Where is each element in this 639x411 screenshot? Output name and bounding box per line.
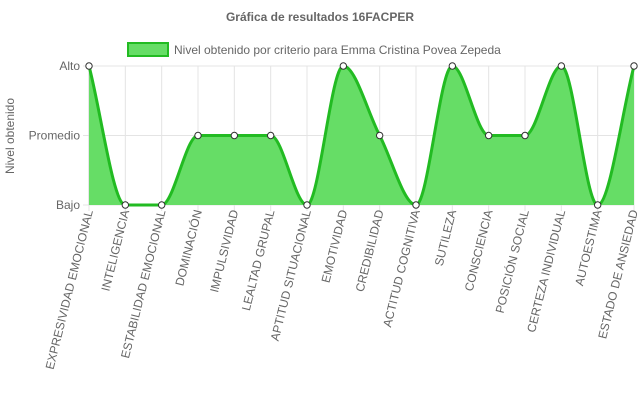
y-tick-label: Bajo <box>56 198 80 212</box>
x-tick-label: AUTOESTIMA <box>572 208 604 287</box>
data-point[interactable] <box>303 201 311 209</box>
x-tick-label: POSICIÓN SOCIAL <box>492 208 532 315</box>
x-tick-label: APTITUD SITUACIONAL <box>268 208 314 342</box>
y-axis-label: Nivel obtenido <box>3 98 17 174</box>
legend-label: Nivel obtenido por criterio para Emma Cr… <box>174 43 501 57</box>
legend-swatch <box>127 42 169 57</box>
data-point[interactable] <box>266 131 275 140</box>
data-point[interactable] <box>630 62 638 70</box>
chart-title: Gráfica de resultados 16FACPER <box>226 10 414 24</box>
data-point[interactable] <box>339 62 348 70</box>
x-tick-label: INTELIGENCIA <box>98 208 132 292</box>
x-tick-label: DOMINACIÓN <box>171 208 204 287</box>
x-tick-label: LEALTAD GRUPAL <box>239 208 278 312</box>
y-tick-label: Alto <box>59 59 80 73</box>
data-point[interactable] <box>484 131 493 140</box>
legend[interactable]: Nivel obtenido por criterio para Emma Cr… <box>127 42 501 57</box>
x-tick-label: IMPULSIVIDAD <box>207 208 241 294</box>
x-tick-label: ESTADO DE ANSIEDAD <box>595 208 639 340</box>
y-ticks: Bajo Promedio Alto <box>29 59 81 212</box>
data-point[interactable] <box>157 201 166 209</box>
x-tick-label: ACTITUD COGNITIVA <box>380 208 423 328</box>
data-point[interactable] <box>375 131 384 140</box>
x-tick-label: SUTILEZA <box>432 208 459 267</box>
data-point[interactable] <box>557 62 566 70</box>
x-tick-label: EXPRESIVIDAD EMOCIONAL <box>43 208 96 371</box>
x-tick-label: EMOTIVIDAD <box>319 208 351 284</box>
series-area-fill <box>89 66 634 205</box>
x-tick-label: CREDIBILIDAD <box>353 208 387 293</box>
data-point[interactable] <box>121 201 130 209</box>
x-ticks: EXPRESIVIDAD EMOCIONAL INTELIGENCIAESTABI… <box>43 208 639 371</box>
series-points <box>85 62 638 209</box>
data-point[interactable] <box>85 62 93 70</box>
x-tick-label: CERTEZA INDIVIDUAL <box>524 208 568 334</box>
data-point[interactable] <box>521 131 529 140</box>
data-point[interactable] <box>593 201 602 209</box>
data-point[interactable] <box>448 62 457 70</box>
y-tick-label: Promedio <box>29 129 81 143</box>
data-point[interactable] <box>230 131 239 140</box>
x-tick-label: CONSCIENCIA <box>462 208 496 292</box>
data-point[interactable] <box>412 201 420 209</box>
data-point[interactable] <box>194 131 202 140</box>
